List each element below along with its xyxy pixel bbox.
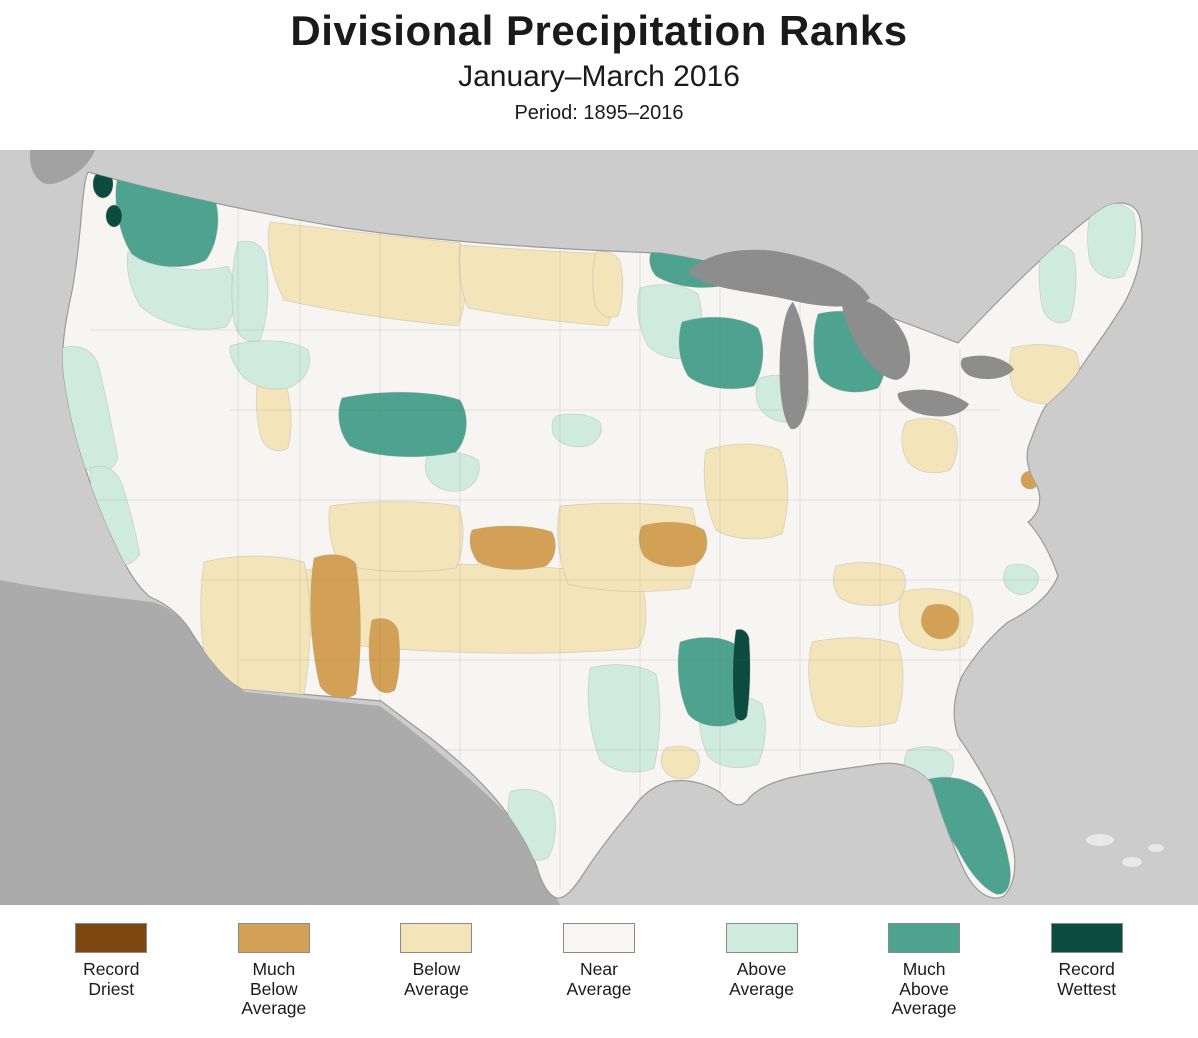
great-lakes	[688, 249, 1014, 430]
region-idaho-north	[231, 240, 269, 342]
legend-label-record-wettest: Record Wettest	[1057, 959, 1117, 999]
atlantic-islands	[1086, 834, 1164, 867]
region-minnesota-west	[592, 251, 624, 318]
region-louisiana-coast	[660, 745, 700, 780]
legend-label-below-average: Below Average	[403, 959, 469, 999]
region-tennessee	[832, 562, 906, 606]
region-wyoming-south	[424, 451, 480, 492]
region-florida-peninsula	[925, 776, 1011, 895]
region-wisconsin	[678, 316, 764, 390]
climate-divisions	[62, 172, 1136, 895]
legend-swatch-near-average	[562, 923, 635, 953]
legend: Record Driest Much Below Average Below A…	[0, 905, 1198, 1038]
legend-swatch-above-average	[725, 923, 798, 953]
division-grid	[90, 172, 1050, 890]
legend-item-record-driest: Record Driest	[36, 923, 186, 999]
period-label: Period: 1895–2016	[514, 102, 684, 125]
region-mississippi-alabama	[677, 637, 744, 727]
legend-swatch-record-wettest	[1050, 923, 1123, 953]
region-montana	[267, 221, 467, 327]
lake-michigan	[779, 302, 809, 430]
page-subtitle: January–March 2016	[458, 60, 740, 94]
lake-huron	[842, 297, 911, 380]
page-title: Divisional Precipitation Ranks	[290, 7, 908, 54]
region-maine	[1087, 202, 1136, 279]
legend-label-much-above-average: Much Above Average	[891, 959, 957, 1019]
region-wyoming-bighorn	[338, 391, 467, 458]
us-map-svg	[0, 150, 1198, 905]
region-new-mexico-east	[310, 554, 361, 699]
legend-item-record-wettest: Record Wettest	[1012, 923, 1162, 999]
region-washington-oregon	[126, 251, 236, 330]
region-ohio	[901, 418, 958, 474]
region-virginia-coast	[1003, 563, 1039, 595]
lake-erie	[897, 389, 969, 417]
region-arizona	[200, 555, 311, 700]
region-south-carolina-central	[920, 603, 960, 640]
legend-label-much-below-average: Much Below Average	[241, 959, 307, 1019]
vancouver-island	[29, 150, 96, 185]
region-new-england	[1038, 244, 1077, 324]
region-georgia-alabama	[808, 637, 904, 728]
region-idaho-southwest	[229, 340, 310, 390]
legend-label-near-average: Near Average	[566, 959, 632, 999]
region-illinois-indiana	[703, 443, 789, 540]
lake-ontario	[960, 355, 1014, 380]
precipitation-map	[0, 150, 1198, 905]
legend-item-below-average: Below Average	[361, 923, 511, 999]
header: Divisional Precipitation Ranks January–M…	[0, 0, 1198, 150]
region-puget-sound	[105, 204, 123, 228]
region-mississippi-alabama-border	[732, 629, 751, 721]
legend-item-much-above-average: Much Above Average	[849, 923, 999, 1019]
legend-item-much-below-average: Much Below Average	[199, 923, 349, 1019]
legend-label-above-average: Above Average	[729, 959, 794, 999]
legend-item-near-average: Near Average	[524, 923, 674, 999]
region-dakotas	[458, 244, 616, 327]
legend-swatch-much-above-average	[888, 923, 961, 953]
legend-swatch-record-driest	[75, 923, 148, 953]
legend-label-record-driest: Record Driest	[83, 959, 140, 999]
region-new-mexico-rio-grande	[368, 618, 401, 694]
legend-item-above-average: Above Average	[687, 923, 837, 999]
mexico-landmass	[0, 580, 560, 905]
region-missouri-central	[638, 521, 708, 568]
lake-superior	[688, 249, 870, 307]
legend-swatch-much-below-average	[237, 923, 310, 953]
legend-swatch-below-average	[400, 923, 473, 953]
region-texas-east	[587, 664, 661, 773]
region-nebraska-east	[551, 413, 602, 448]
region-kansas-west	[469, 525, 556, 570]
